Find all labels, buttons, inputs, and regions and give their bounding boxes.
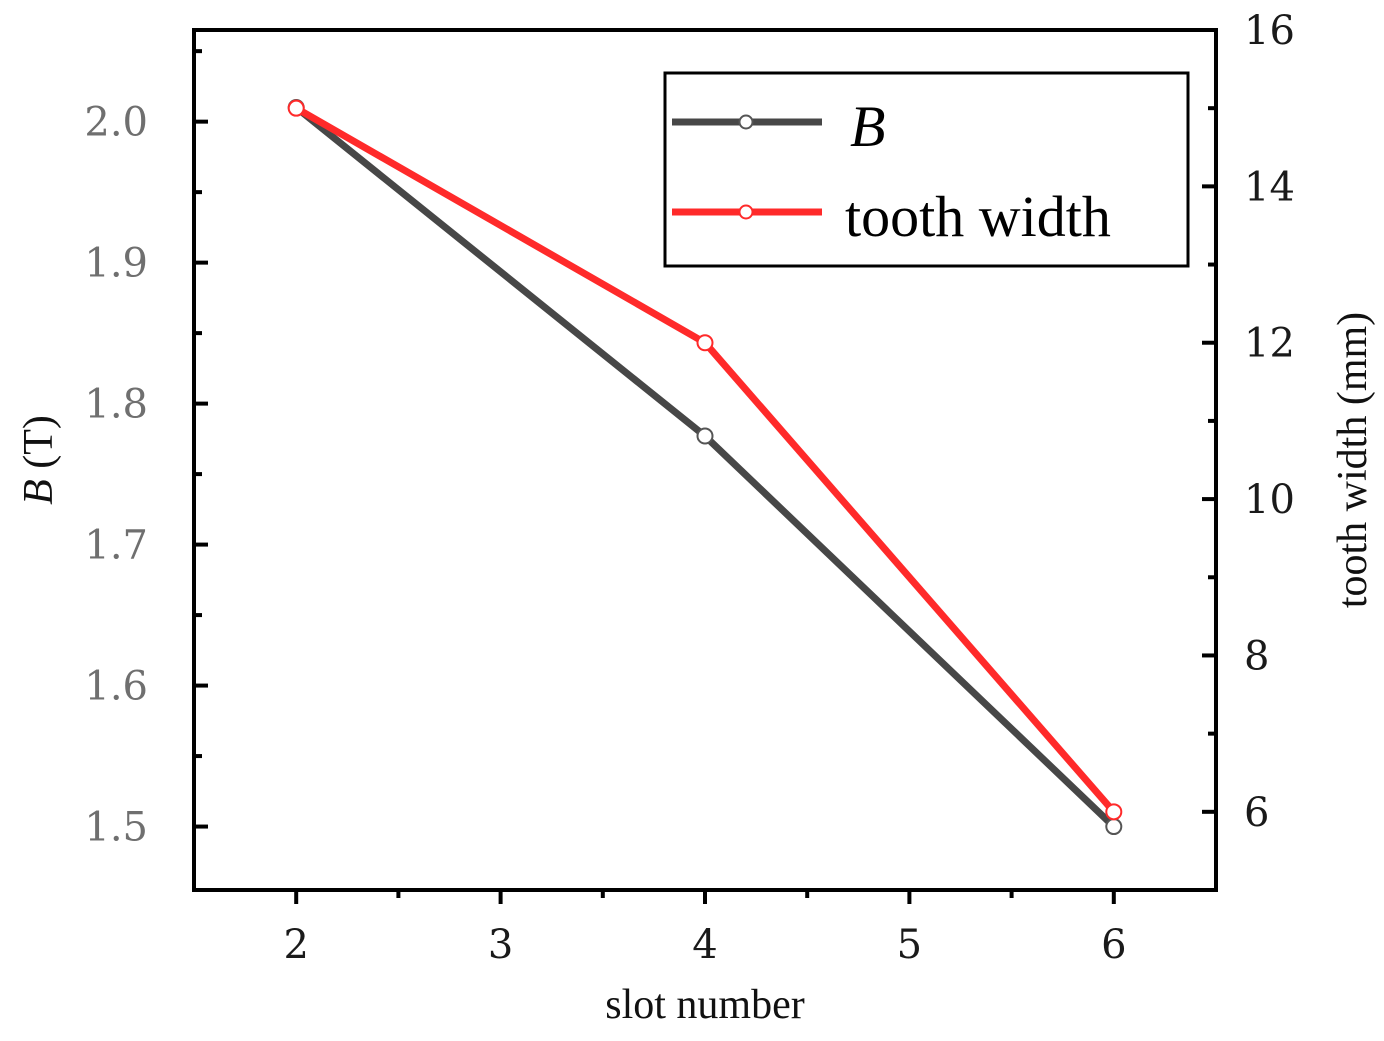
- ticks-layer: 2 3 4 5 6 1.5 1.6 1.7 1.8 1.9 2.0 6 8 10 12 14 16: [84, 8, 1295, 968]
- legend-box: [663, 71, 1190, 268]
- legend-marker-tooth-width: [738, 204, 754, 220]
- plot-frame: [192, 28, 1218, 892]
- y-tick-label-2: 2.0: [84, 100, 148, 146]
- point-tooth-width-4: [696, 334, 714, 352]
- point-b-4: [696, 427, 714, 445]
- point-tooth-width-6: [1105, 803, 1123, 821]
- y-axis-title-symbol: B: [16, 479, 62, 505]
- x-axis-title: slot number: [605, 982, 804, 1028]
- point-b-6: [1105, 818, 1123, 836]
- legend-marker-b: [738, 114, 754, 130]
- x-tick-label-4: 4: [692, 922, 717, 968]
- legend-label-tooth-width: tooth width: [845, 184, 1111, 249]
- legend-label-b: B: [850, 94, 885, 159]
- x-tick-label-2: 2: [283, 922, 308, 968]
- x-tick-label-5: 5: [897, 922, 922, 968]
- y-axis-title-unit: (T): [16, 415, 62, 479]
- point-tooth-width-2: [287, 99, 305, 117]
- y-tick-label-1-5: 1.5: [84, 805, 148, 851]
- y2-tick-label-10: 10: [1244, 477, 1295, 523]
- y-tick-label-1-8: 1.8: [84, 382, 148, 428]
- series-layer: [287, 99, 1123, 836]
- y-tick-label-1-6: 1.6: [84, 664, 148, 710]
- legend: B tooth width: [663, 71, 1190, 268]
- y2-tick-label-16: 16: [1244, 8, 1295, 54]
- y2-tick-label-14: 14: [1244, 164, 1295, 210]
- y2-tick-label-6: 6: [1244, 790, 1269, 836]
- y-tick-label-1-7: 1.7: [84, 523, 148, 569]
- x-tick-label-3: 3: [488, 922, 513, 968]
- y-tick-label-1-9: 1.9: [84, 241, 148, 287]
- y-axis-title: B (T): [16, 415, 62, 505]
- y2-tick-label-12: 12: [1244, 321, 1295, 367]
- y2-tick-label-8: 8: [1244, 633, 1269, 679]
- y2-axis-title: tooth width (mm): [1330, 312, 1376, 608]
- x-tick-label-6: 6: [1101, 922, 1126, 968]
